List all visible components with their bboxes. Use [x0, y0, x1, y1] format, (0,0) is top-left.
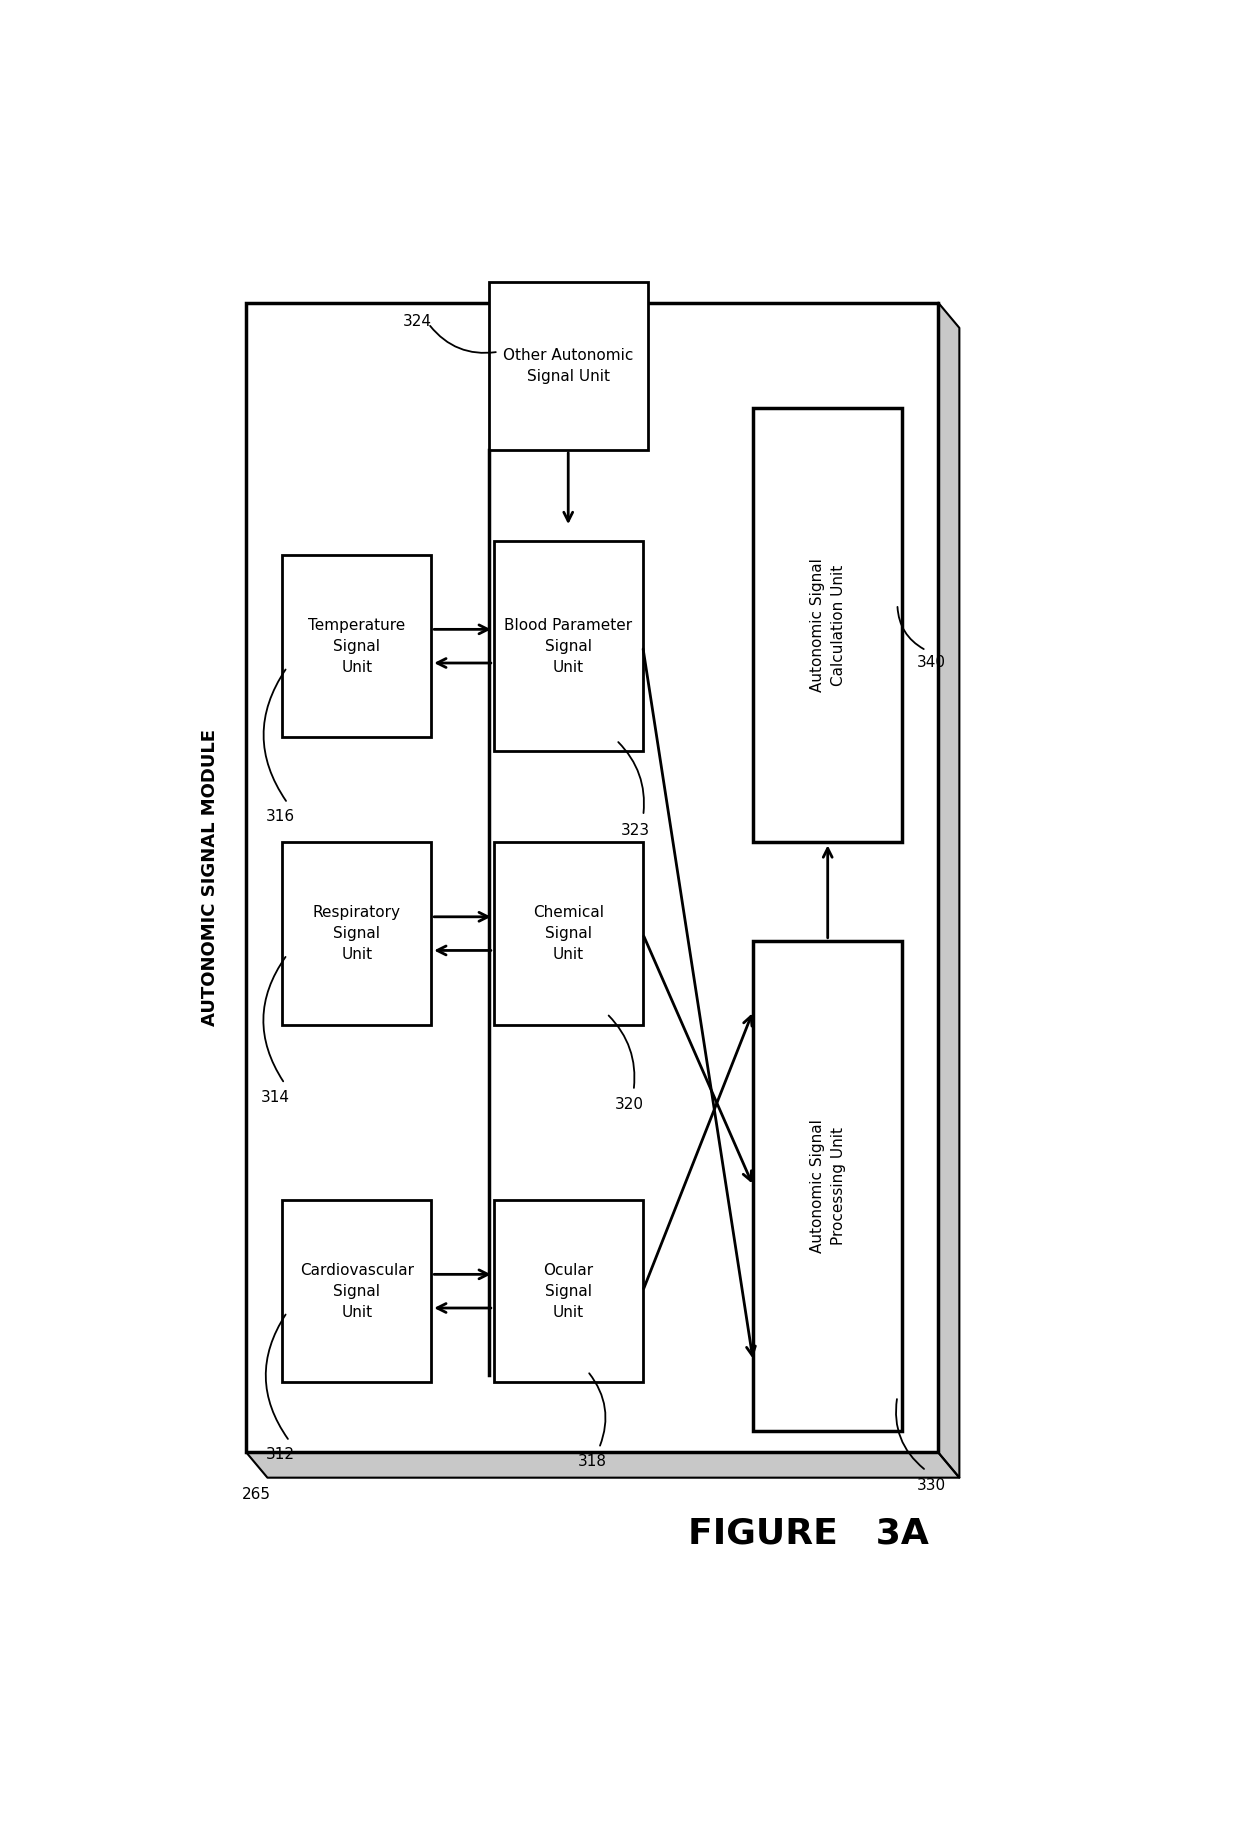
Bar	[494, 541, 642, 752]
Text: Other Autonomic
Signal Unit: Other Autonomic Signal Unit	[503, 348, 634, 384]
Text: AUTONOMIC SIGNAL MODULE: AUTONOMIC SIGNAL MODULE	[201, 728, 218, 1025]
Text: Temperature
Signal
Unit: Temperature Signal Unit	[309, 617, 405, 676]
Text: FIGURE   3A: FIGURE 3A	[688, 1517, 929, 1551]
Bar	[283, 555, 432, 738]
Text: 318: 318	[578, 1455, 606, 1470]
Bar	[283, 1200, 432, 1382]
Bar	[489, 282, 647, 450]
Bar	[247, 302, 939, 1453]
Text: 330: 330	[916, 1479, 946, 1493]
Bar	[753, 941, 903, 1431]
Text: 340: 340	[916, 656, 946, 670]
Text: 265: 265	[242, 1488, 270, 1502]
Bar	[494, 1200, 642, 1382]
Bar	[283, 843, 432, 1025]
Polygon shape	[247, 1453, 960, 1477]
Text: 324: 324	[403, 315, 432, 330]
Text: 316: 316	[265, 810, 295, 825]
Text: Cardiovascular
Signal
Unit: Cardiovascular Signal Unit	[300, 1262, 414, 1320]
Text: Ocular
Signal
Unit: Ocular Signal Unit	[543, 1262, 593, 1320]
Text: 312: 312	[265, 1448, 295, 1462]
Text: Respiratory
Signal
Unit: Respiratory Signal Unit	[312, 905, 401, 961]
Text: Chemical
Signal
Unit: Chemical Signal Unit	[533, 905, 604, 961]
Bar	[494, 843, 642, 1025]
Polygon shape	[939, 302, 960, 1477]
Text: Autonomic Signal
Processing Unit: Autonomic Signal Processing Unit	[810, 1120, 846, 1253]
Text: Autonomic Signal
Calculation Unit: Autonomic Signal Calculation Unit	[810, 559, 846, 692]
Text: Blood Parameter
Signal
Unit: Blood Parameter Signal Unit	[505, 617, 632, 676]
Text: 314: 314	[260, 1091, 290, 1105]
Text: 320: 320	[614, 1096, 644, 1113]
Bar	[753, 408, 903, 843]
Text: 323: 323	[621, 823, 650, 838]
